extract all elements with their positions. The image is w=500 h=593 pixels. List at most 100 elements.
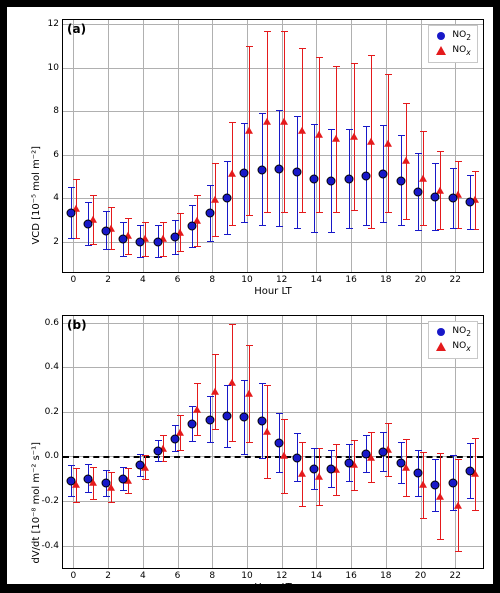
ytick-label: 0.0 [45,451,59,461]
data-point-no2 [153,237,162,246]
data-point-no2 [275,164,284,173]
xtick-label: 12 [276,275,287,285]
data-point-no2 [101,479,110,488]
xtick-label: 14 [311,571,322,581]
data-point-no2 [448,479,457,488]
data-point-no2 [431,481,440,490]
ytick-label: 0.4 [45,362,59,372]
data-point-nox [332,135,340,142]
data-point-no2 [361,450,370,459]
xtick-label: 16 [345,571,356,581]
ytick-label: 0.2 [45,407,59,417]
panel-b: (b) NO2 NOx Hour LT dV/dt [10⁻⁸ mol [62,315,484,569]
data-point-no2 [118,474,127,483]
xtick-label: 18 [380,571,391,581]
data-point-nox [228,170,236,177]
data-point-no2 [101,226,110,235]
data-point-no2 [223,412,232,421]
data-point-nox [315,472,323,479]
data-point-no2 [361,172,370,181]
data-point-no2 [327,464,336,473]
data-point-nox [315,131,323,138]
data-point-nox [454,501,462,508]
figure: (a) NO2 NOx Hour LT VCD [10⁻⁵ mol m [7,7,493,584]
data-point-nox [367,137,375,144]
ytick-label: 6 [53,150,59,160]
data-point-no2 [188,222,197,231]
panel-b-data-layer [63,316,483,568]
data-point-no2 [344,174,353,183]
ytick-label: 10 [48,63,59,73]
xtick-label: 16 [345,275,356,285]
data-point-no2 [136,461,145,470]
xtick-label: 4 [140,571,146,581]
data-point-nox [211,196,219,203]
data-point-nox [263,118,271,125]
data-point-no2 [223,194,232,203]
data-point-nox [211,388,219,395]
xtick-label: 20 [415,571,426,581]
data-point-no2 [153,446,162,455]
data-point-nox [384,140,392,147]
data-point-no2 [344,459,353,468]
data-point-nox [245,390,253,397]
data-point-no2 [466,466,475,475]
data-point-no2 [240,169,249,178]
data-point-no2 [414,187,423,196]
xtick-label: 2 [105,571,111,581]
data-point-no2 [466,198,475,207]
data-point-no2 [431,193,440,202]
data-point-no2 [396,459,405,468]
data-point-nox [280,118,288,125]
data-point-no2 [257,165,266,174]
data-point-nox [419,481,427,488]
data-point-no2 [136,237,145,246]
data-point-no2 [292,168,301,177]
xtick-label: 8 [209,571,215,581]
data-point-no2 [275,439,284,448]
data-point-nox [419,174,427,181]
ytick-label: 4 [53,193,59,203]
data-point-no2 [309,464,318,473]
data-point-nox [298,127,306,134]
ytick-label: -0.4 [41,541,59,551]
data-point-nox [263,428,271,435]
xtick-label: 8 [209,275,215,285]
xtick-label: 10 [241,571,252,581]
data-point-no2 [379,448,388,457]
xtick-label: 6 [175,571,181,581]
data-point-no2 [205,415,214,424]
ytick-label: 0.6 [45,318,59,328]
ytick-label: 8 [53,106,59,116]
xtick-label: 20 [415,275,426,285]
xtick-label: 14 [311,275,322,285]
data-point-no2 [396,176,405,185]
xtick-label: 22 [449,571,460,581]
ytick-label: 2 [53,237,59,247]
data-point-no2 [66,209,75,218]
data-point-no2 [188,420,197,429]
data-point-no2 [327,176,336,185]
data-point-nox [436,492,444,499]
xtick-label: 6 [175,275,181,285]
panel-a-ylabel: VCD [10⁻⁵ mol m⁻²] [32,146,43,245]
zero-line [63,456,483,458]
data-point-nox [280,452,288,459]
panel-b-xlabel: Hour LT [254,582,292,593]
data-point-no2 [414,469,423,478]
data-point-nox [402,157,410,164]
data-point-nox [350,133,358,140]
data-point-no2 [84,220,93,229]
data-point-no2 [240,413,249,422]
data-point-no2 [292,453,301,462]
xtick-label: 10 [241,275,252,285]
xtick-label: 4 [140,275,146,285]
xtick-label: 18 [380,275,391,285]
xtick-label: 12 [276,571,287,581]
xtick-label: 0 [71,275,77,285]
data-point-nox [298,470,306,477]
data-point-no2 [118,235,127,244]
data-point-nox [245,127,253,134]
data-point-no2 [205,209,214,218]
data-point-no2 [171,434,180,443]
